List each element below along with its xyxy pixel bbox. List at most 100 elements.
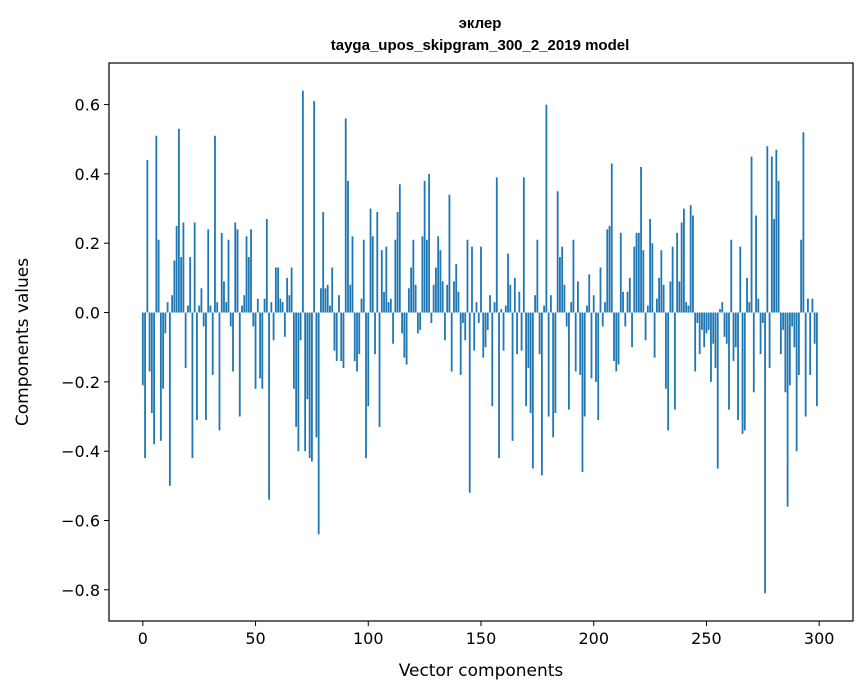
bar [766,146,769,313]
bar [773,218,775,313]
bar [701,312,703,330]
bar [579,312,582,375]
bar [678,281,681,313]
bar [509,284,512,313]
bar [349,284,352,313]
bar [311,312,313,462]
bar [547,312,550,417]
bar [412,239,415,313]
bar [448,194,451,313]
bar [371,236,374,313]
x-axis-ticks: 0 50 100 150 200 250 300 [138,621,834,648]
bar [250,229,252,313]
bar [800,239,803,313]
bar [365,312,367,459]
bar [338,295,340,313]
bar [304,312,307,452]
bar [728,312,730,410]
bar [356,312,358,372]
x-tick-label: 100 [353,629,384,648]
bar [811,298,814,313]
bar [779,312,782,355]
bar [513,277,516,313]
bar [265,218,268,313]
bar [563,284,566,313]
bar [545,104,548,313]
bar [522,177,525,313]
bar [353,312,356,362]
bar [486,312,489,330]
bar [200,288,203,313]
bar [150,312,153,414]
bar [308,312,311,459]
bar [775,149,778,313]
bar [225,302,228,313]
bar [662,284,665,313]
bar [159,312,162,441]
bar [540,312,543,476]
bar [326,284,329,313]
bar [450,312,453,372]
bar [268,312,270,500]
bar [752,312,755,393]
bar [218,312,221,431]
bar [405,312,408,365]
y-tick-label: 0.6 [75,96,100,115]
bar [750,156,753,313]
bar [362,239,365,313]
bar [649,218,651,313]
y-tick-label: −0.4 [61,442,100,461]
bar [764,312,766,594]
bar [389,298,392,313]
y-tick-label: −0.6 [61,511,100,530]
bar [604,302,606,313]
bar [642,250,645,313]
bar [234,222,237,313]
bar [721,302,724,313]
bar [301,90,304,313]
bar [396,212,399,313]
bar [315,312,318,438]
bar [698,312,701,355]
bar [707,312,710,330]
x-tick-label: 250 [691,629,722,648]
bar [425,239,428,313]
bar [480,246,482,313]
bar [416,312,419,334]
bar [712,312,715,344]
bar [615,312,618,372]
bar [574,312,577,372]
bars-group [141,90,818,594]
bar [761,312,764,323]
bar [482,312,485,358]
bar [403,312,406,358]
bar [716,312,719,469]
bar [784,312,787,393]
bar [655,298,658,313]
bar [387,302,390,313]
bar [725,312,728,344]
bar [227,239,230,313]
bar [529,312,532,414]
bar [732,312,735,362]
bar [401,312,403,334]
bar [184,312,187,368]
bar [759,312,762,355]
x-tick-label: 200 [578,629,609,648]
y-tick-label: −0.8 [61,581,100,600]
bar [646,305,649,313]
bar [685,302,688,313]
bar [534,295,537,313]
bar [471,246,473,313]
bar [644,312,647,341]
bar [439,250,442,313]
bar [274,267,277,313]
y-tick-label: 0.2 [75,234,100,253]
bar [419,312,422,330]
bar [430,312,433,323]
bar [175,225,178,313]
bar [453,281,455,313]
bar [475,302,478,313]
bar [376,212,379,313]
bar [608,225,611,313]
